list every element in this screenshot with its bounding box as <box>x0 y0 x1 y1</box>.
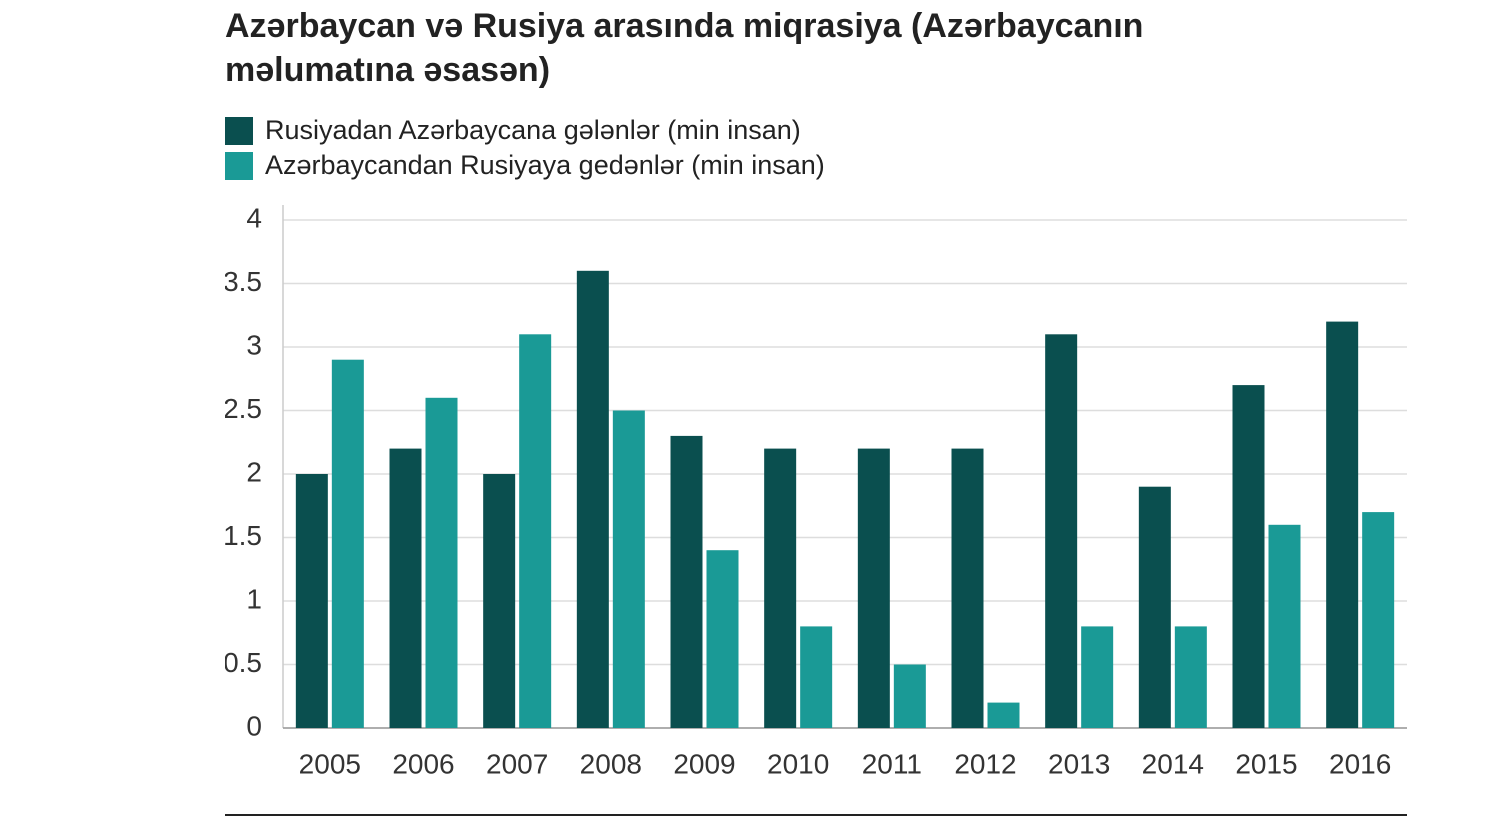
bar <box>1268 524 1301 728</box>
bar <box>331 359 364 728</box>
bar <box>576 270 609 728</box>
bar <box>425 397 458 728</box>
x-tick-label: 2007 <box>486 748 548 779</box>
bar <box>519 334 552 728</box>
legend-swatch <box>225 151 253 180</box>
x-tick-label: 2009 <box>673 748 735 779</box>
y-tick-label: 0.5 <box>223 647 262 678</box>
legend-label: Rusiyadan Azərbaycana gələnlər (min insa… <box>265 115 801 145</box>
y-tick-label: 2 <box>246 456 262 487</box>
x-tick-label: 2005 <box>299 748 361 779</box>
x-tick-label: 2012 <box>954 748 1016 779</box>
bar <box>389 448 422 728</box>
y-tick-label: 3.5 <box>223 266 262 297</box>
legend-label: Azərbaycandan Rusiyaya gedənlər (min ins… <box>265 150 825 180</box>
bar <box>1326 321 1359 728</box>
legend: Rusiyadan Azərbaycana gələnlər (min insa… <box>225 113 825 183</box>
y-tick-label: 2.5 <box>223 393 262 424</box>
legend-swatch <box>225 116 253 145</box>
bar <box>483 474 516 728</box>
y-tick-label: 3 <box>246 329 262 360</box>
x-tick-label: 2008 <box>580 748 642 779</box>
bar <box>1138 486 1171 728</box>
bar <box>1232 385 1265 728</box>
legend-item: Azərbaycandan Rusiyaya gedənlər (min ins… <box>225 148 825 183</box>
bar <box>1174 626 1207 728</box>
bar <box>951 448 984 728</box>
bar <box>612 410 645 728</box>
bar <box>295 474 328 728</box>
y-tick-label: 1.5 <box>223 520 262 551</box>
x-tick-label: 2010 <box>767 748 829 779</box>
x-tick-label: 2013 <box>1048 748 1110 779</box>
bar <box>764 448 797 728</box>
bar <box>857 448 890 728</box>
bar <box>800 626 833 728</box>
x-tick-label: 2015 <box>1235 748 1297 779</box>
bar <box>1045 334 1078 728</box>
y-tick-label: 1 <box>246 583 262 614</box>
y-axis-labels: 0 0.5 1 1.5 2 2.5 3 3.5 4 <box>223 202 262 741</box>
bar <box>670 435 703 728</box>
bar <box>1081 626 1114 728</box>
legend-item: Rusiyadan Azərbaycana gələnlər (min insa… <box>225 113 825 148</box>
y-tick-label: 4 <box>246 202 262 233</box>
bar <box>706 550 739 728</box>
x-tick-label: 2014 <box>1142 748 1204 779</box>
x-tick-label: 2016 <box>1329 748 1391 779</box>
bar <box>1362 512 1395 728</box>
bar <box>987 702 1020 728</box>
x-tick-label: 2011 <box>862 748 922 779</box>
chart-title: Azərbaycan və Rusiya arasında miqrasiya … <box>225 7 1144 89</box>
x-tick-label: 2006 <box>392 748 454 779</box>
bar <box>893 664 926 728</box>
y-tick-label: 0 <box>246 710 262 741</box>
